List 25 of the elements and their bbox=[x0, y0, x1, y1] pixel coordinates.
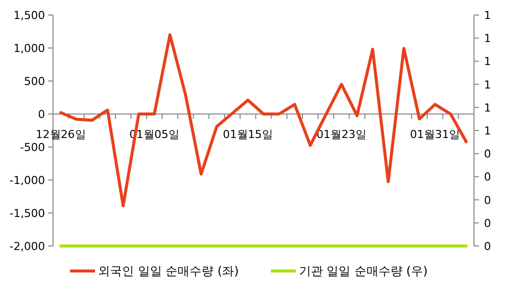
y-tick-label: 1,500 bbox=[14, 9, 45, 22]
x-tick-label: 12월26일 bbox=[36, 128, 86, 141]
x-tick-label: 01월23일 bbox=[316, 128, 366, 141]
y2-tick-label: 1 bbox=[484, 78, 491, 92]
legend-label: 기관 일일 순매수량 (우) bbox=[298, 264, 428, 278]
y-tick-label: 500 bbox=[24, 75, 45, 88]
legend-label: 외국인 일일 순매수량 (좌) bbox=[98, 264, 239, 278]
y2-tick-label: 0 bbox=[484, 194, 491, 207]
y2-tick-label: 1 bbox=[484, 9, 491, 22]
x-tick-label: 01월15일 bbox=[222, 128, 273, 141]
y-tick-label: -1,000 bbox=[10, 174, 45, 187]
y-tick-label: -1,500 bbox=[10, 207, 45, 220]
x-tick-label: 01월31일 bbox=[410, 128, 460, 141]
y2-tick-label: 1 bbox=[484, 32, 491, 46]
y2-tick-label: 0 bbox=[484, 170, 491, 184]
y2-tick-label: 1 bbox=[484, 55, 491, 68]
y2-tick-label: 1 bbox=[484, 101, 491, 114]
y-tick-label: -2,000 bbox=[10, 240, 45, 253]
y-tick-label: 0 bbox=[38, 108, 45, 121]
y2-tick-label: 0 bbox=[484, 240, 491, 253]
y2-tick-label: 0 bbox=[484, 148, 491, 161]
y2-tick-label: 1 bbox=[484, 124, 491, 138]
y-tick-label: -500 bbox=[20, 141, 45, 154]
y2-tick-label: 0 bbox=[484, 216, 491, 230]
y-tick-label: 1,000 bbox=[14, 42, 45, 55]
